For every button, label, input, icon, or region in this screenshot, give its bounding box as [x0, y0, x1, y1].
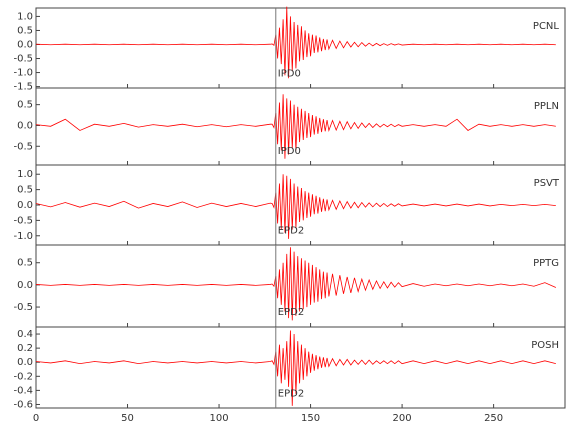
x-tick-label: 50	[121, 413, 134, 424]
x-tick-label: 150	[301, 413, 320, 424]
x-tick-label: 250	[484, 413, 503, 424]
y-tick-label: 0.0	[17, 120, 33, 131]
pick-label: EPD2	[278, 307, 304, 318]
pick-label: EPD2	[278, 388, 304, 399]
y-tick-label: 0.0	[17, 200, 33, 211]
y-tick-label: -0.5	[13, 215, 33, 226]
y-tick-label: 0.0	[17, 357, 33, 368]
y-tick-label: 0.5	[17, 25, 33, 36]
waveform	[35, 247, 557, 321]
y-tick-label: 0.0	[17, 280, 33, 291]
pick-label: IPD0	[278, 146, 301, 157]
y-tick-label: -0.5	[13, 141, 33, 152]
y-tick-label: 0.5	[17, 258, 33, 269]
station-label: PPLN	[534, 101, 559, 112]
y-tick-label: -1.0	[13, 68, 33, 79]
waveform	[35, 94, 556, 159]
y-tick-label: 0.5	[17, 185, 33, 196]
x-tick-label: 200	[393, 413, 412, 424]
y-tick-label: -0.4	[13, 385, 33, 396]
y-tick-label: 0.4	[17, 329, 33, 340]
x-tick-label: 0	[33, 413, 39, 424]
waveform	[35, 174, 556, 239]
panel-frame	[35, 326, 566, 409]
station-label: PSVT	[534, 178, 560, 189]
y-tick-label: -1.0	[13, 231, 33, 242]
y-tick-label: -0.6	[13, 399, 33, 410]
y-tick-label: 1.0	[17, 169, 33, 180]
y-tick-label: -1.5	[13, 82, 33, 93]
station-label: PCNL	[533, 21, 559, 32]
waveform	[35, 6, 556, 79]
pick-label: EPD2	[278, 226, 304, 237]
y-tick-label: 0.2	[17, 343, 33, 354]
station-label: PPTG	[533, 258, 559, 269]
y-tick-label: 1.0	[17, 11, 33, 22]
x-tick-label: 100	[209, 413, 228, 424]
y-tick-label: -0.2	[13, 371, 33, 382]
station-label: POSH	[531, 340, 559, 351]
y-tick-label: -0.5	[13, 54, 33, 65]
y-tick-label: 0.5	[17, 100, 33, 111]
y-tick-label: 0.0	[17, 39, 33, 50]
y-tick-label: -0.5	[13, 302, 33, 313]
pick-label: IPD0	[278, 69, 301, 80]
waveform	[35, 330, 556, 406]
